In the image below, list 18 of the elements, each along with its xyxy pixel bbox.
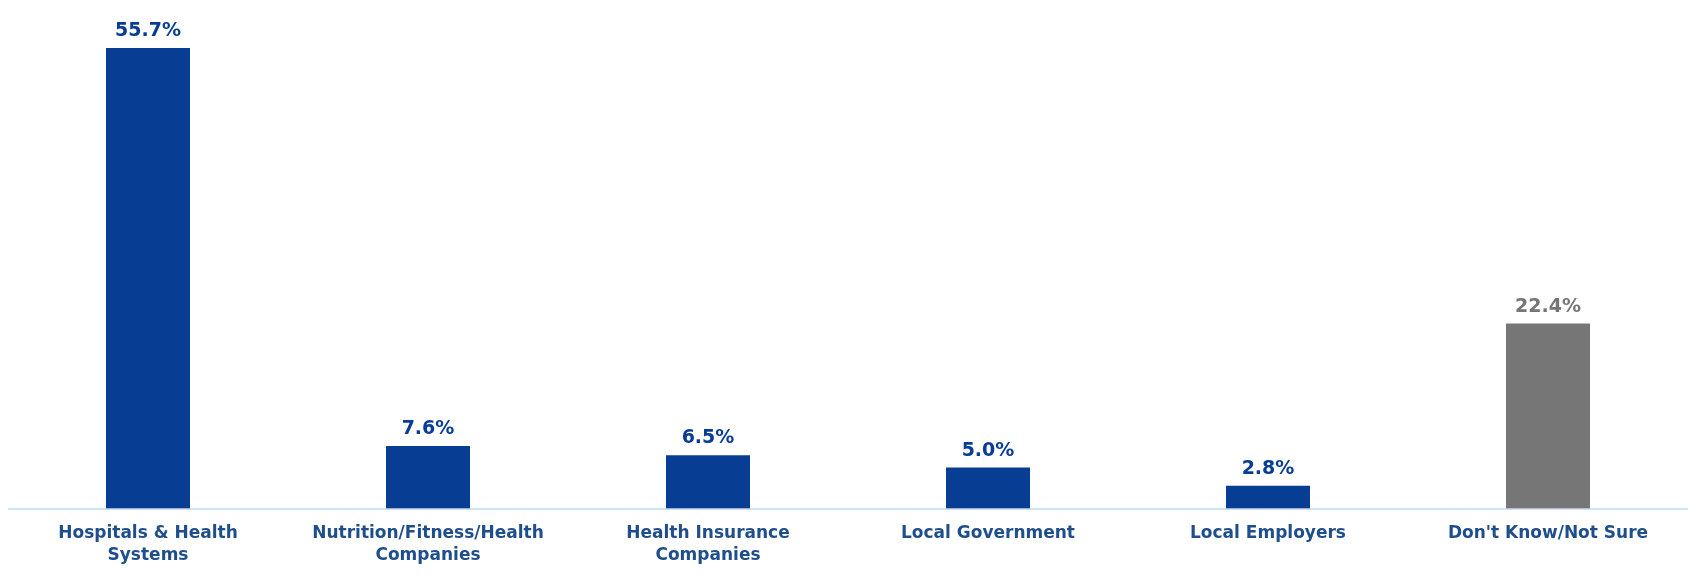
bar xyxy=(666,455,750,509)
x-tick-label: Health Insurance Companies xyxy=(626,522,790,564)
data-label: 2.8% xyxy=(1241,455,1295,478)
data-label: 5.0% xyxy=(961,437,1015,460)
data-label: 7.6% xyxy=(401,416,455,439)
x-tick-label: Local Government xyxy=(900,522,1076,542)
data-label: 22.4% xyxy=(1515,293,1581,316)
bar xyxy=(946,467,1030,509)
data-label: 6.5% xyxy=(681,425,735,448)
x-tick-label: Hospitals & Health Systems xyxy=(58,522,238,564)
x-tick-label: Local Employers xyxy=(1190,522,1346,542)
x-tick-label: Don't Know/Not Sure xyxy=(1447,522,1649,542)
data-label: 55.7% xyxy=(115,18,181,40)
x-tick-label: Nutrition/Fitness/Health Companies xyxy=(312,522,544,564)
bar xyxy=(1226,485,1310,509)
bar xyxy=(106,48,190,509)
bar xyxy=(1506,323,1590,509)
bar xyxy=(386,446,470,509)
